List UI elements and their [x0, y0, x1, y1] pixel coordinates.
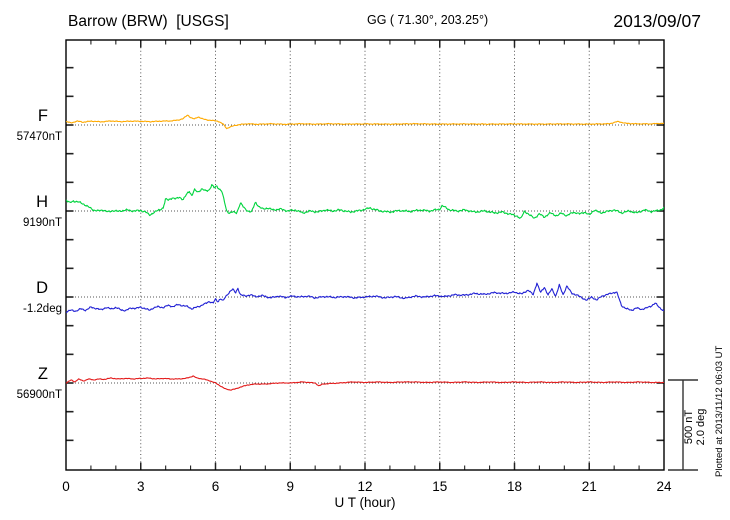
- hour-ticks: [90, 40, 640, 470]
- trace-labels: F 57470nT H 9190nT D -1.2deg Z 56900nT: [17, 107, 62, 401]
- y-axis-ticks: [66, 66, 664, 442]
- trace-name-D: D: [36, 279, 48, 297]
- trace-Z: [66, 375, 664, 391]
- x-tick-label-15: 15: [432, 479, 447, 494]
- station-title: Barrow (BRW) [USGS]: [68, 13, 229, 30]
- x-tick-label-0: 0: [62, 479, 70, 494]
- plot-date: 2013/09/07: [613, 11, 701, 31]
- x-tick-label-12: 12: [357, 479, 372, 494]
- traces: [66, 114, 664, 391]
- x-tick-label-9: 9: [286, 479, 294, 494]
- scale-bar: [668, 379, 698, 471]
- geo-coords: GG ( 71.30°, 203.25°): [367, 13, 488, 27]
- plot-frame: [65, 39, 665, 471]
- trace-name-Z: Z: [38, 365, 48, 383]
- x-tick-label-3: 3: [137, 479, 145, 494]
- trace-F: [66, 114, 664, 130]
- trace-H: [66, 183, 664, 219]
- x-axis-title: U T (hour): [334, 495, 395, 510]
- x-tick-label-24: 24: [656, 479, 672, 494]
- x-tick-label-18: 18: [507, 479, 522, 494]
- scale-bar-label-nt: 500 nT: [683, 410, 695, 445]
- trace-baseline-value-H: 9190nT: [23, 217, 62, 229]
- plotted-at-note: Plotted at 2013/11/12 06:03 UT: [714, 345, 725, 477]
- x-tick-label-6: 6: [212, 479, 220, 494]
- trace-name-H: H: [36, 193, 48, 211]
- trace-D: [66, 282, 664, 314]
- trace-baseline-value-F: 57470nT: [17, 131, 62, 143]
- trace-baselines: [66, 124, 664, 384]
- trace-baseline-value-Z: 56900nT: [17, 389, 62, 401]
- trace-baseline-value-D: -1.2deg: [23, 303, 62, 315]
- gridlines: [140, 40, 590, 470]
- x-tick-label-21: 21: [582, 479, 597, 494]
- trace-name-F: F: [38, 107, 48, 125]
- scale-bar-label-deg: 2.0 deg: [695, 409, 707, 446]
- x-axis-tick-labels: 0 3 6 9 12 15 18 21 24: [62, 479, 672, 494]
